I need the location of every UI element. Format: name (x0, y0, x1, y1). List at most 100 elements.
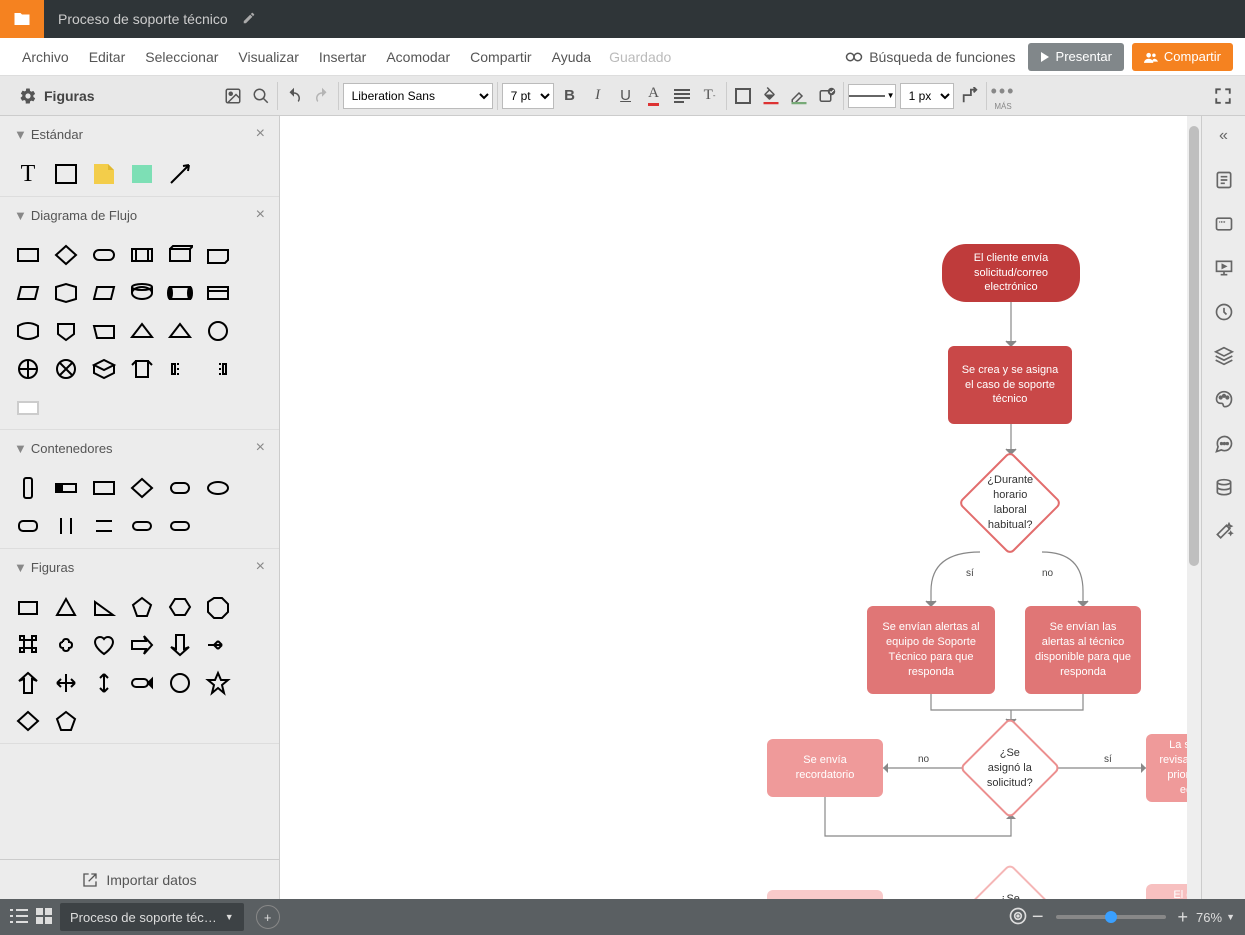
fullscreen-icon[interactable] (1211, 84, 1235, 108)
flowchart-node[interactable]: El cliente envía solicitud/correo electr… (942, 244, 1080, 302)
shape-data[interactable] (14, 279, 42, 307)
shape-extract[interactable] (128, 317, 156, 345)
shape-prep[interactable] (52, 279, 80, 307)
shape-cont8[interactable] (52, 512, 80, 540)
underline-icon[interactable]: U (614, 84, 638, 108)
shape-f-heart[interactable] (90, 631, 118, 659)
import-data-button[interactable]: Importar datos (0, 859, 279, 899)
shape-brace-l[interactable] (166, 355, 194, 383)
shape-rect[interactable] (52, 160, 80, 188)
shape-f-cross[interactable] (14, 631, 42, 659)
category-standard-title[interactable]: ▼Estándar× (0, 116, 279, 152)
menu-insertar[interactable]: Insertar (309, 49, 376, 65)
list-view-icon[interactable] (10, 909, 28, 926)
shape-f-circle[interactable] (166, 669, 194, 697)
shape-f-pent[interactable] (128, 593, 156, 621)
flowchart-node[interactable]: Se envía recordatorio (767, 739, 883, 797)
shape-f-tri[interactable] (52, 593, 80, 621)
chat-icon[interactable] (1212, 432, 1236, 456)
document-title[interactable]: Proceso de soporte técnico (44, 11, 242, 27)
font-size-select[interactable]: 7 pt (502, 83, 554, 109)
shape-cont3[interactable] (90, 474, 118, 502)
shapes-gear-icon[interactable] (18, 86, 38, 106)
shape-predef[interactable] (128, 241, 156, 269)
shape-cont6[interactable] (204, 474, 232, 502)
present-button[interactable]: Presentar (1028, 43, 1124, 71)
line-style-select[interactable]: ▼ (848, 84, 896, 108)
category-shapes-title[interactable]: ▼Figuras× (0, 549, 279, 585)
canvas-area[interactable]: sínonosísínoEl cliente envía solicitud/c… (280, 116, 1201, 899)
search-functions[interactable]: Búsqueda de funciones (845, 49, 1015, 65)
close-icon[interactable]: × (256, 206, 265, 224)
shape-cont10[interactable] (128, 512, 156, 540)
shape-f-pent2[interactable] (52, 707, 80, 735)
share-button[interactable]: Compartir (1132, 43, 1233, 71)
flowchart-node[interactable]: Se envían alertas al equipo de Soporte T… (867, 606, 995, 694)
shape-arrow[interactable] (166, 160, 194, 188)
shape-db[interactable] (128, 279, 156, 307)
shape-f-arrow-r[interactable] (128, 631, 156, 659)
shape-tape[interactable] (14, 317, 42, 345)
flowchart-node[interactable]: Se envían las alertas al técnico disponi… (1025, 606, 1141, 694)
shape-f-arrow-d[interactable] (166, 631, 194, 659)
italic-icon[interactable]: I (586, 84, 610, 108)
comments-icon[interactable] (1212, 168, 1236, 192)
shape-cont7[interactable] (14, 512, 42, 540)
shape-block[interactable] (128, 160, 156, 188)
shape-f-diamond[interactable] (14, 707, 42, 735)
line-width-select[interactable]: 1 px (900, 83, 954, 109)
page-selector[interactable]: Proceso de soporte téc… ▼ (60, 903, 244, 931)
folder-icon[interactable] (0, 0, 44, 38)
shape-f-cloud[interactable] (52, 631, 80, 659)
shape-stored[interactable] (166, 279, 194, 307)
history-icon[interactable] (1212, 300, 1236, 324)
category-flowchart-title[interactable]: ▼Diagrama de Flujo× (0, 197, 279, 233)
zoom-slider[interactable] (1056, 915, 1166, 919)
shape-cont11[interactable] (166, 512, 194, 540)
flowchart-node[interactable]: Se crea y se asigna el caso de soporte t… (948, 346, 1072, 424)
line-color-icon[interactable] (787, 84, 811, 108)
shape-merge2[interactable] (166, 317, 194, 345)
menu-acomodar[interactable]: Acomodar (376, 49, 460, 65)
shape-sum[interactable] (14, 355, 42, 383)
close-icon[interactable]: × (256, 125, 265, 143)
zoom-level[interactable]: 76% (1196, 910, 1222, 925)
shape-cont4[interactable] (128, 474, 156, 502)
line-routing-icon[interactable] (958, 84, 982, 108)
shape-cont1[interactable] (14, 474, 42, 502)
close-icon[interactable]: × (256, 558, 265, 576)
scrollbar-vertical[interactable] (1187, 116, 1201, 899)
grid-view-icon[interactable] (36, 908, 52, 927)
quote-icon[interactable]: "" (1212, 212, 1236, 236)
shape-f-oct[interactable] (204, 593, 232, 621)
menu-seleccionar[interactable]: Seleccionar (135, 49, 228, 65)
menu-compartir[interactable]: Compartir (460, 49, 541, 65)
shape-offpage[interactable] (52, 317, 80, 345)
data-icon[interactable] (1212, 476, 1236, 500)
shape-cont9[interactable] (90, 512, 118, 540)
magic-icon[interactable] (1212, 520, 1236, 544)
add-page-button[interactable]: + (256, 905, 280, 929)
menu-ayuda[interactable]: Ayuda (542, 49, 601, 65)
close-icon[interactable]: × (256, 439, 265, 457)
category-containers-title[interactable]: ▼Contenedores× (0, 430, 279, 466)
shape-blank[interactable] (14, 393, 42, 421)
align-icon[interactable] (670, 84, 694, 108)
shape-manual[interactable] (90, 317, 118, 345)
text-color-icon[interactable]: A (642, 84, 666, 108)
shape-internal[interactable] (204, 279, 232, 307)
shape-brace-r[interactable] (204, 355, 232, 383)
redo-icon[interactable] (310, 84, 334, 108)
shape-f-star[interactable] (204, 669, 232, 697)
shape-connector[interactable] (204, 317, 232, 345)
shape-cont2[interactable] (52, 474, 80, 502)
rename-icon[interactable] (242, 11, 256, 28)
search-icon[interactable] (249, 84, 273, 108)
shape-process[interactable] (14, 241, 42, 269)
image-icon[interactable] (221, 84, 245, 108)
layers-icon[interactable] (1212, 344, 1236, 368)
undo-icon[interactable] (282, 84, 306, 108)
shape-f-callout[interactable] (128, 669, 156, 697)
collapse-panel-icon[interactable]: « (1212, 124, 1236, 148)
zoom-in-icon[interactable]: + (1178, 907, 1189, 928)
